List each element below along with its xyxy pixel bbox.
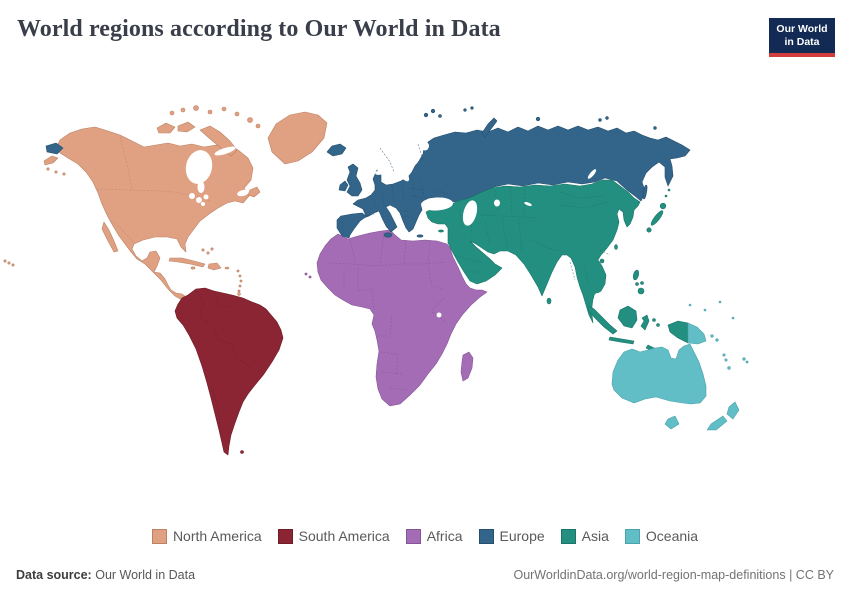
owid-logo[interactable]: Our World in Data <box>769 18 835 58</box>
attribution-link[interactable]: OurWorldinData.org/world-region-map-defi… <box>513 568 786 582</box>
legend-label: Europe <box>499 528 545 544</box>
legend-swatch-asia <box>560 528 576 544</box>
north-america-country-borders <box>96 136 211 244</box>
legend-swatch-europe <box>478 528 494 544</box>
region-south-america[interactable] <box>174 287 284 456</box>
legend-item-oceania[interactable]: Oceania <box>624 528 699 544</box>
data-source: Data source: Our World in Data <box>16 568 195 582</box>
asia-country-borders <box>454 185 611 286</box>
attribution: OurWorldinData.org/world-region-map-defi… <box>513 568 834 582</box>
legend-label: North America <box>172 528 262 544</box>
region-north-america[interactable] <box>3 105 328 301</box>
legend-label: Asia <box>581 528 609 544</box>
owid-logo-text: Our World in Data <box>769 18 835 54</box>
legend-swatch-south-america <box>277 528 293 544</box>
europe-country-borders <box>340 143 449 235</box>
license-label: CC BY <box>795 568 834 582</box>
attribution-separator: | <box>789 568 793 582</box>
legend-swatch-oceania <box>624 528 640 544</box>
legend-label: Oceania <box>645 528 699 544</box>
region-asia[interactable] <box>425 179 689 353</box>
legend-item-asia[interactable]: Asia <box>560 528 609 544</box>
map-legend: North America South America Africa Europ… <box>0 528 850 544</box>
legend-label: Africa <box>426 528 463 544</box>
legend-item-north-america[interactable]: North America <box>151 528 262 544</box>
region-oceania[interactable] <box>611 300 749 431</box>
legend-label: South America <box>298 528 390 544</box>
page-title: World regions according to Our World in … <box>17 16 501 42</box>
footer: Data source: Our World in Data OurWorldi… <box>16 568 834 582</box>
ocean-lakes <box>185 141 601 318</box>
region-africa[interactable] <box>304 229 488 407</box>
legend-item-south-america[interactable]: South America <box>277 528 390 544</box>
africa-country-borders <box>327 231 447 391</box>
south-america-country-borders <box>195 290 253 436</box>
region-europe[interactable] <box>45 106 691 239</box>
owid-logo-red-bar <box>769 53 835 58</box>
legend-swatch-africa <box>405 528 421 544</box>
legend-item-europe[interactable]: Europe <box>478 528 545 544</box>
data-source-label: Data source: <box>16 568 92 582</box>
legend-item-africa[interactable]: Africa <box>405 528 463 544</box>
data-source-value: Our World in Data <box>95 568 196 582</box>
legend-swatch-north-america <box>151 528 167 544</box>
